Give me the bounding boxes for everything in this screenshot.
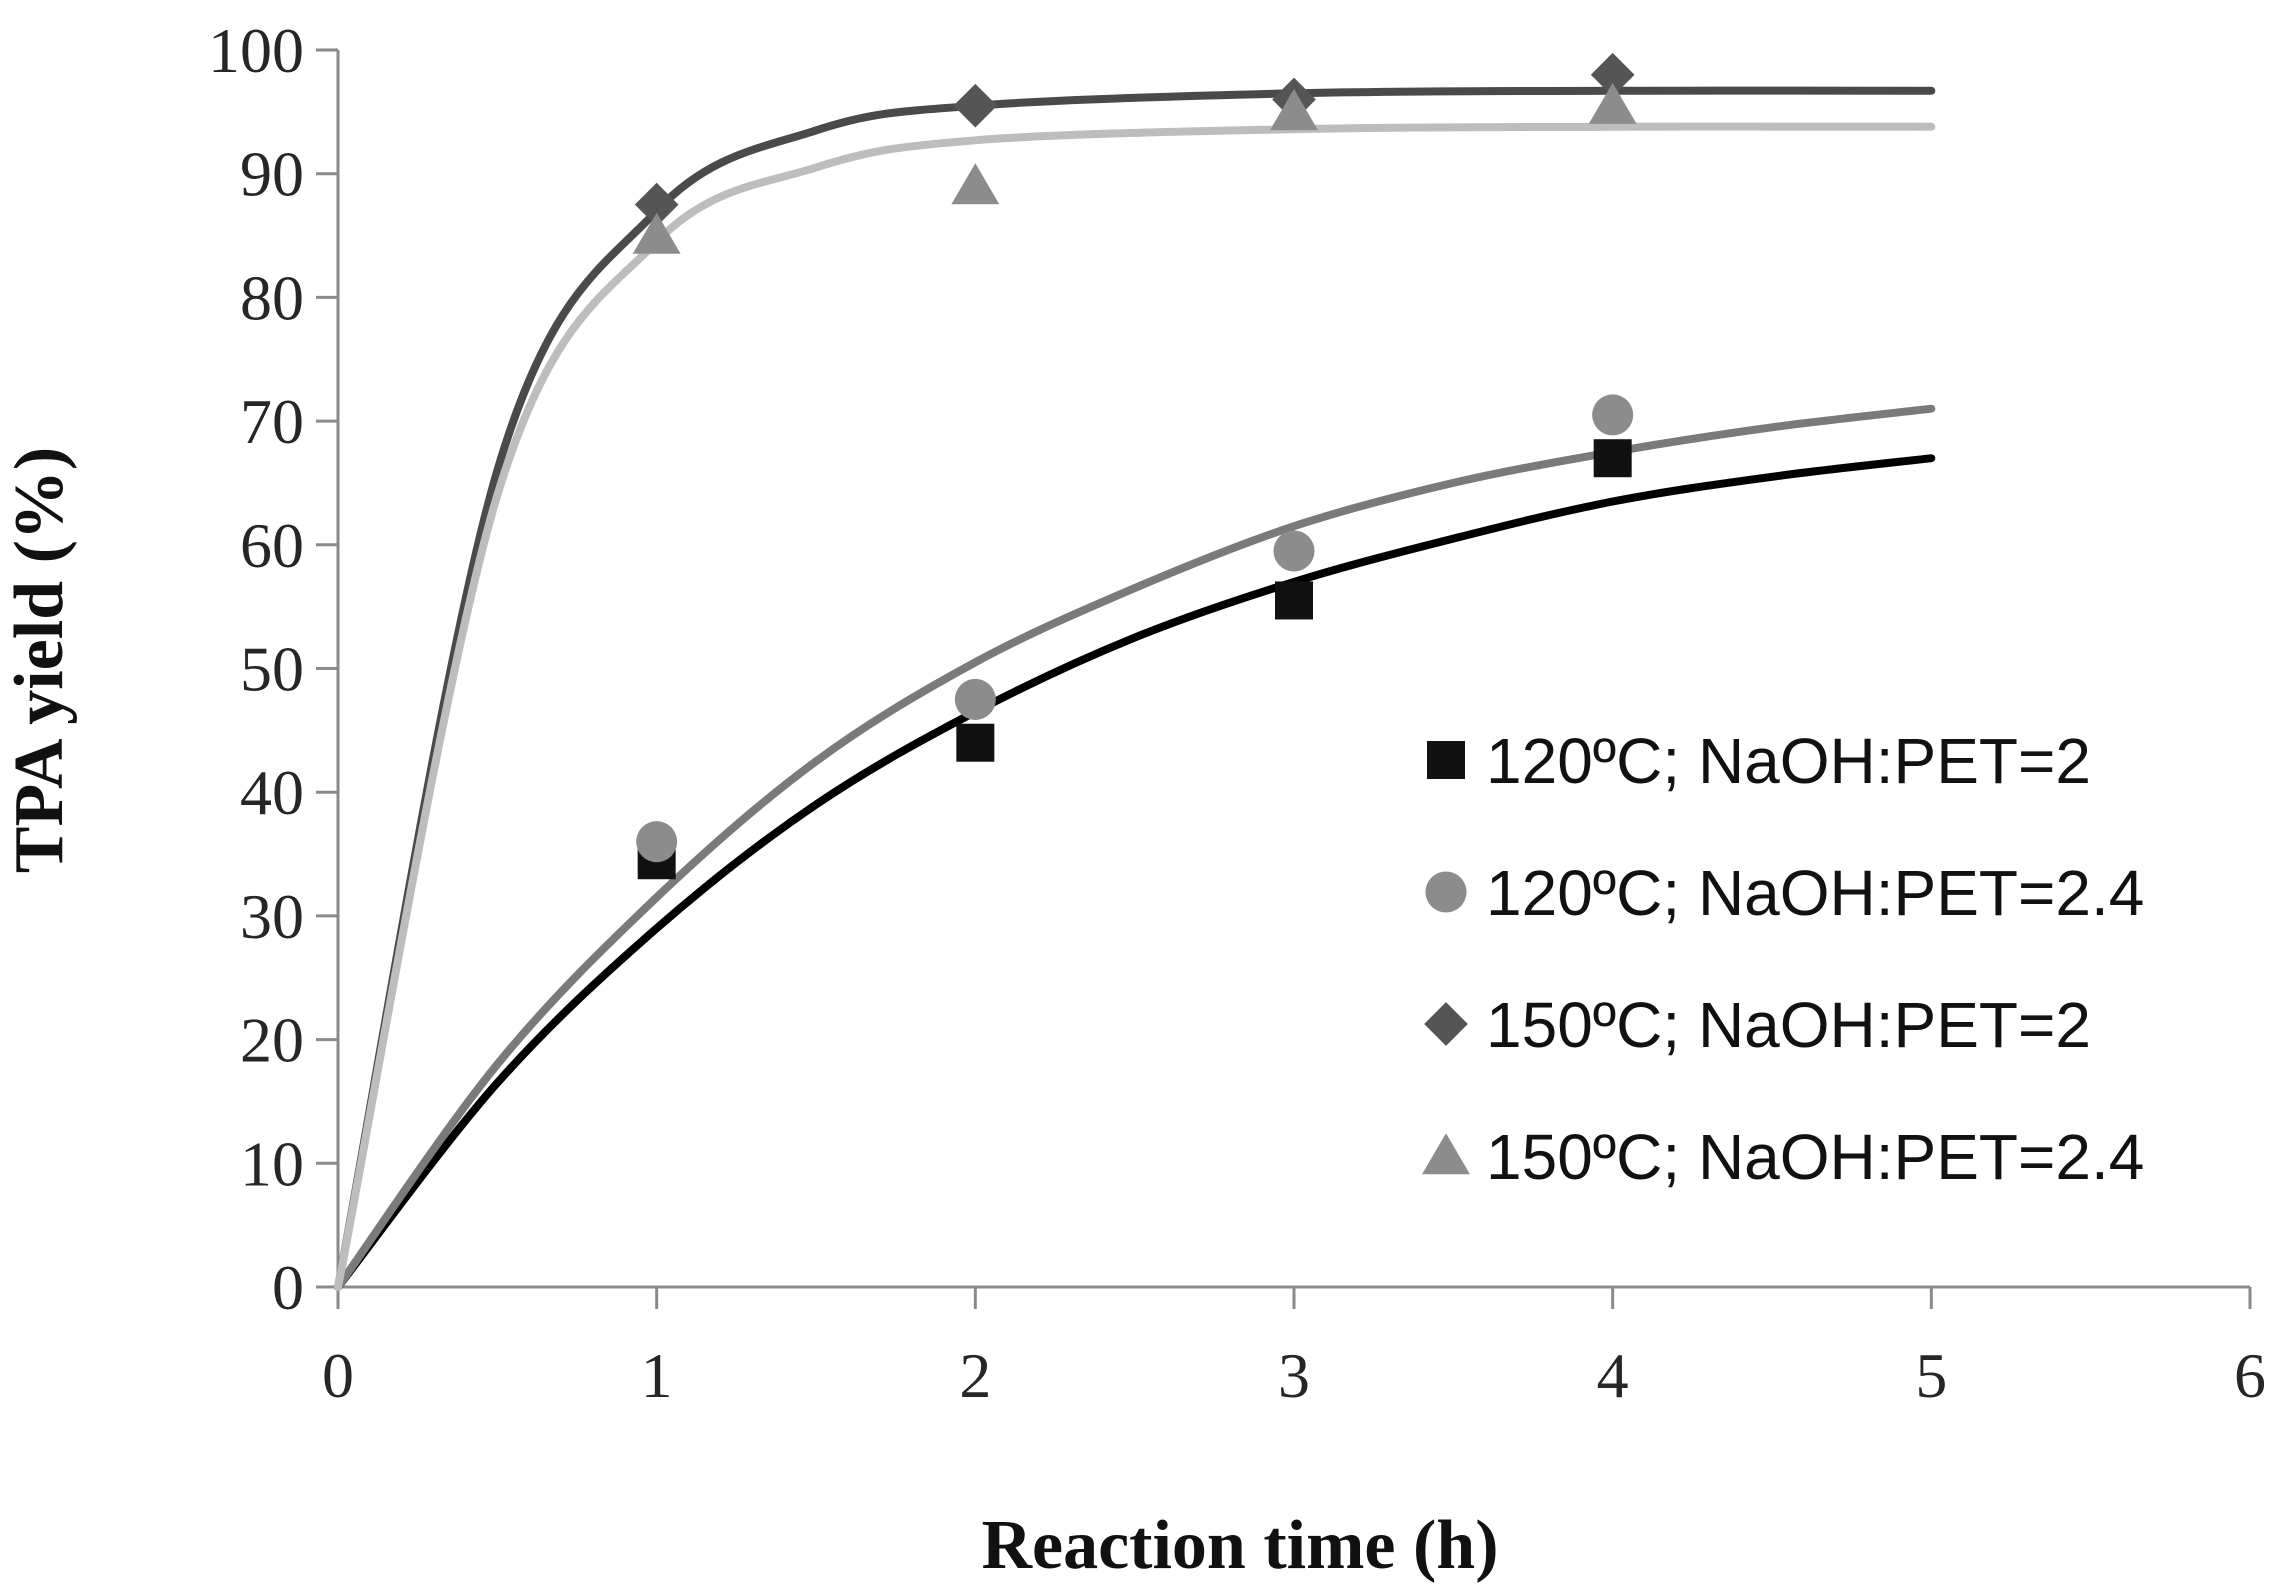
x-tick-label: 2 — [959, 1340, 991, 1411]
legend-label-series-2: 120ºC; NaOH:PET=2.4 — [1486, 857, 2144, 929]
legend-label-series-4: 150ºC; NaOH:PET=2.4 — [1486, 1121, 2144, 1193]
fit-line-series-3 — [334, 86, 1936, 1291]
data-point-series-4 — [1270, 89, 1318, 131]
data-point-series-1 — [1275, 581, 1313, 620]
axes: 0 10 20 30 40 50 60 70 80 90 100 0 1 2 3 4 5 6 — [208, 15, 2266, 1411]
data-point-series-3 — [634, 182, 679, 227]
y-tick-label: 50 — [240, 634, 304, 705]
legend-marker-series-3 — [1424, 1002, 1468, 1046]
y-tick-label: 70 — [240, 386, 304, 457]
y-tick-label: 90 — [240, 139, 304, 210]
legend-marker-series-1 — [1427, 741, 1465, 779]
y-tick-label: 60 — [240, 510, 304, 581]
data-point-series-3 — [953, 83, 998, 128]
fit-line-series-2 — [334, 404, 1936, 1291]
y-axis-title: TPA yield (%) — [1, 447, 78, 873]
y-tick-label: 30 — [240, 881, 304, 952]
data-point-series-4 — [951, 163, 1000, 205]
data-point-series-1 — [1593, 439, 1632, 478]
y-tick-label: 100 — [208, 15, 304, 86]
legend-label-series-1: 120ºC; NaOH:PET=2 — [1486, 725, 2091, 797]
x-tick-label: 5 — [1915, 1340, 1947, 1411]
y-tick-label: 40 — [240, 757, 304, 828]
data-point-series-1 — [956, 723, 995, 762]
x-tick-label: 6 — [2234, 1340, 2266, 1411]
legend-marker-series-2 — [1425, 871, 1467, 913]
data-markers — [632, 52, 1637, 880]
data-point-series-4 — [1588, 82, 1637, 124]
data-point-series-2 — [1273, 530, 1315, 572]
data-point-series-3 — [1590, 52, 1635, 97]
fit-lines — [334, 86, 1936, 1291]
y-tick-label: 10 — [240, 1128, 304, 1199]
x-tick-label: 3 — [1278, 1340, 1310, 1411]
legend-marker-series-4 — [1422, 1133, 1470, 1175]
y-tick-label: 20 — [240, 1005, 304, 1076]
fit-line-series-1 — [334, 454, 1936, 1291]
legend-label-series-3: 150ºC; NaOH:PET=2 — [1486, 989, 2091, 1061]
x-tick-label: 4 — [1597, 1340, 1629, 1411]
x-axis-title: Reaction time (h) — [981, 1507, 1498, 1584]
x-tick-label: 1 — [641, 1340, 673, 1411]
x-tick-label: 0 — [322, 1340, 354, 1411]
y-tick-label: 0 — [272, 1252, 304, 1323]
legend: 120ºC; NaOH:PET=2 120ºC; NaOH:PET=2.4 150º… — [1422, 725, 2144, 1193]
data-point-series-4 — [632, 212, 681, 254]
data-point-series-2 — [636, 821, 678, 863]
data-point-series-2 — [954, 678, 996, 720]
y-tick-label: 80 — [240, 262, 304, 333]
fit-line-series-4 — [334, 122, 1936, 1291]
data-point-series-2 — [1592, 394, 1634, 436]
